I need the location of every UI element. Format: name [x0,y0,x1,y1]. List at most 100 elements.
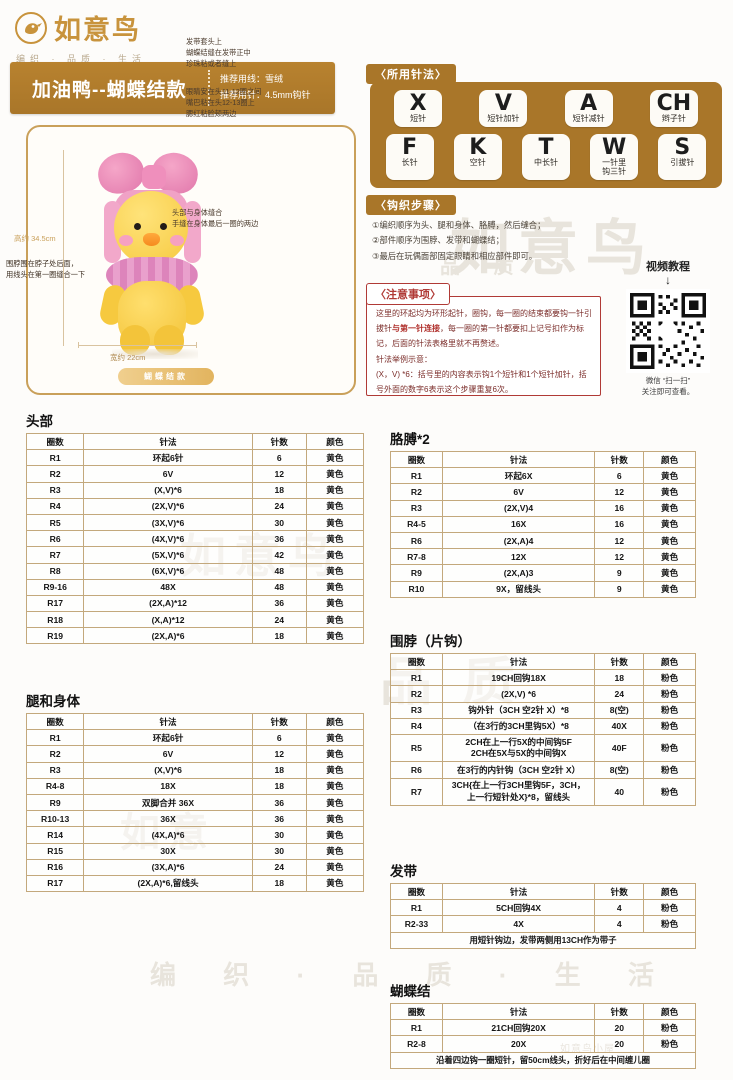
product-photo-card [26,125,356,395]
col-count: 针数 [594,882,645,901]
cell-color: 粉色 [643,1035,696,1053]
stitch-label: 一针里 钩三针 [602,157,627,176]
cell-round: R6 [390,761,443,779]
cell-count: 48 [251,562,307,580]
cell-round: R7-8 [390,548,443,566]
stitch-symbol: X [409,91,427,117]
stitch-label: 短针加针 [487,114,520,124]
cell-color: 粉色 [643,777,696,806]
col-stitch: 针法 [441,882,596,901]
notes-paragraph-1c: ，每一圈的第一针都要扣上记号扣作为标记，后面的针法表格里就不再赘述。 [376,323,584,348]
cell-round: R9-16 [25,578,85,596]
cell-count: 12 [251,465,307,483]
cell-stitch: 48X [83,578,253,596]
stitch-label: 引拔针 [670,157,695,167]
pattern-table-arms: 圈数 针法 针数 颜色 R1 环起6X 6 黄色 R2 6V 12 黄色 R3 (2X,V)4 16… [390,450,696,598]
cell-color: 黄色 [305,858,365,876]
cell-count: 6 [594,467,645,485]
cell-count: 36 [251,793,307,812]
stitch-key-s[interactable]: S 引拔针 [658,133,707,180]
stitch-label: 中长针 [533,157,558,167]
cell-round: R10 [390,580,443,598]
stitch-key-k[interactable]: K 空针 [453,133,502,180]
table-row: R6 (4X,V)*6 36 黄色 [25,530,365,548]
section-title-head: 头部 [26,414,53,429]
table-row: R2-33 4X 4 粉色 [390,915,696,933]
width-cap-right [196,342,197,348]
stitch-key-f[interactable]: F 长针 [385,133,434,180]
cell-round: R4-5 [390,515,443,533]
col-stitch: 针法 [83,432,253,451]
cell-count: 36 [251,594,307,613]
cell-stitch: 环起6针 [83,729,253,747]
notes-body: 这里的环起均为环形起针，圈钩，每一圈的结束都要钩一针引拔针与第一针连接，每一圈的… [376,307,592,398]
cell-stitch: (2X,A)*6,留线头 [83,874,253,893]
annotation-face: 眼睛安在头11-12圈之间 嘴巴粘在头12-13圈上 腮红粘脸颊两边 [186,87,262,119]
table-row: R6 在3行的内针钩（3CH 空2针 X） 8(空) 粉色 [390,761,696,779]
cell-count: 24 [251,497,307,515]
stitch-key-v[interactable]: V 短针加针 [479,90,528,128]
stitch-label: 空针 [469,157,486,167]
qr-code-icon[interactable] [626,289,710,374]
cell-round: R6 [25,530,85,548]
cell-count: 18 [594,669,645,687]
cell-count: 18 [251,777,307,795]
cell-stitch: 20X [441,1035,596,1053]
cell-round: R1 [390,669,443,687]
stitch-key-a[interactable]: A 短针减针 [564,90,613,128]
stitch-label: 长针 [401,157,418,167]
cell-round: R1 [390,1019,443,1037]
table-row: R1 21CH回钩20X 20 粉色 [390,1019,696,1037]
stitch-key-ch[interactable]: CH 辫子针 [649,90,698,128]
table-row: R7-8 12X 12 黄色 [390,548,696,566]
table-header-row: 圈数 针法 针数 颜色 [390,652,696,671]
cell-color: 黄色 [305,793,365,812]
table-row: R1 环起6针 6 黄色 [25,729,365,747]
table-row: R18 (X,A)*12 24 黄色 [25,611,365,629]
qr-title: 视频教程 [646,261,690,273]
notes-example-title: 针法举例示意： [376,355,432,365]
col-round: 圈数 [390,1002,443,1021]
col-stitch: 针法 [441,450,596,469]
table-row: R3 (X,V)*6 18 黄色 [25,481,365,499]
stitch-symbol: V [494,91,512,117]
cell-color: 黄色 [305,611,365,629]
cell-stitch: (2X,A)3 [441,564,596,582]
col-stitch: 针法 [441,1002,596,1021]
cell-color: 黄色 [305,465,365,483]
table-row: R10-13 36X 36 黄色 [25,810,365,828]
cell-color: 黄色 [643,564,696,582]
table-row: R6 (2X,A)4 12 黄色 [390,531,696,550]
table-header-row: 圈数 针法 针数 颜色 [390,1002,696,1021]
cell-color: 黄色 [305,874,365,893]
cell-count: 40 [594,777,645,806]
cell-stitch: 19CH回钩18X [441,669,596,687]
stitch-key-t[interactable]: T 中长针 [521,133,570,180]
stitch-key-x[interactable]: X 短针 [394,90,443,128]
cell-stitch: 30X [83,842,253,860]
cell-color: 粉色 [643,1019,696,1037]
cell-round: R3 [390,701,443,719]
cell-round: R16 [25,858,85,876]
cell-color: 黄色 [643,531,696,550]
pattern-table-legs: 圈数 针法 针数 颜色 R1 环起6针 6 黄色 R2 6V 12 黄色 R3 (X,V)*6 18… [25,712,365,893]
cell-color: 黄色 [305,530,365,548]
cell-stitch: 9X，留线头 [441,580,596,598]
table-body-head: R1 环起6针 6 黄色 R2 6V 12 黄色 R3 (X,V)*6 18 黄色 R4 (2X,V)*6… [25,449,365,645]
cell-count: 9 [594,580,645,598]
cell-color: 黄色 [643,483,696,501]
cell-round: R5 [390,733,443,763]
table-block-legs: 腿和身体 圈数 针法 针数 颜色 R1 环起6针 6 黄色 R2 6V 12 黄色 R3 (X,V… [25,690,365,893]
cell-color: 黄色 [305,578,365,596]
stitch-legend-tag: 〈所用针法〉 [366,64,456,84]
cell-count: 9 [594,564,645,582]
cell-round: R7 [390,777,443,806]
col-count: 针数 [594,450,645,469]
table-header-row: 圈数 针法 针数 颜色 [25,432,365,451]
cell-count: 18 [251,761,307,779]
cell-count: 8(空) [594,701,645,719]
cell-stitch: (2X,V) *6 [441,685,596,703]
table-row: R7 3CH{在上一行3CH里钩5F，3CH， 上一行短针处X}*8，留线头 40 粉… [390,777,696,806]
cell-round: R14 [25,826,85,844]
stitch-key-w[interactable]: W 一针里 钩三针 [590,133,639,180]
